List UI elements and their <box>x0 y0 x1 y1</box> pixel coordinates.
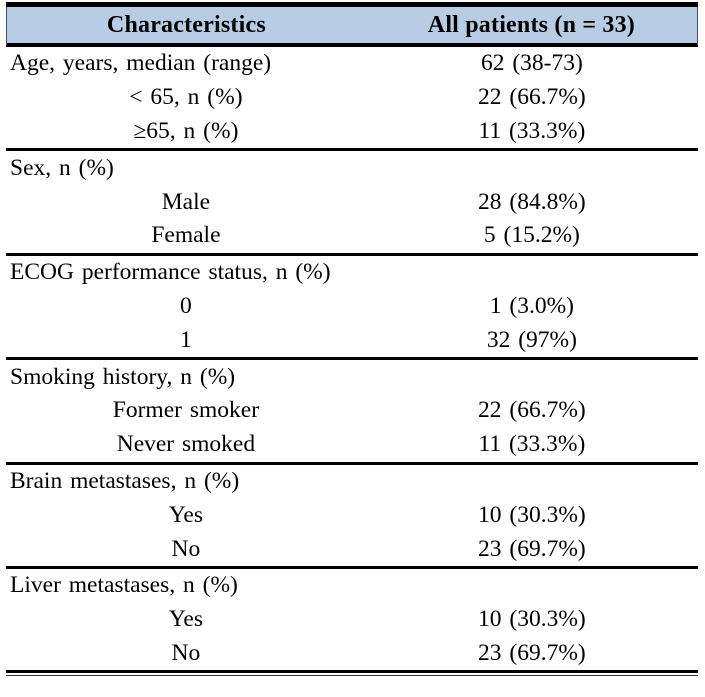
table-row: Never smoked 11 (33.3%) <box>6 428 698 462</box>
row-value: 11 (33.3%) <box>478 431 586 458</box>
row-value: 32 (97%) <box>486 326 577 353</box>
header-cell-all-patients: All patients (n = 33) <box>427 11 635 38</box>
table-row: Sex, n (%) <box>6 151 698 185</box>
row-label: Yes <box>168 606 204 633</box>
table-body: Age, years, median (range) 62 (38-73) < 65… <box>6 47 698 674</box>
characteristics-table: Characteristics All patients (n = 33) Ag… <box>6 2 698 677</box>
table-row: ECOG performance status, n (%) <box>6 256 698 290</box>
table-row: ≥65, n (%) 11 (33.3%) <box>6 115 698 149</box>
header-cell-characteristics: Characteristics <box>106 11 266 38</box>
table-row: Female 5 (15.2%) <box>6 219 698 253</box>
table-row: 1 32 (97%) <box>6 323 698 357</box>
table-row: Smoking history, n (%) <box>6 360 698 394</box>
table-row: Yes 10 (30.3%) <box>6 498 698 532</box>
row-value: 10 (30.3%) <box>478 606 586 633</box>
table-row: Age, years, median (range) 62 (38-73) <box>6 47 698 81</box>
table-section: Sex, n (%) Male 28 (84.8%) Female 5 (15.2%) <box>6 148 698 252</box>
row-value: 1 (3.0%) <box>489 292 575 319</box>
row-label: Male <box>161 188 211 215</box>
table-row: Brain metastases, n (%) <box>6 465 698 499</box>
table-row: No 23 (69.7%) <box>6 532 698 566</box>
row-label: 1 <box>180 326 192 353</box>
table-row: < 65, n (%) 22 (66.7%) <box>6 81 698 115</box>
row-value: 62 (38-73) <box>480 50 583 77</box>
row-label: Smoking history, n (%) <box>10 363 236 390</box>
table-section: Brain metastases, n (%) Yes 10 (30.3%) No 23… <box>6 461 698 566</box>
row-value: 28 (84.8%) <box>478 188 586 215</box>
table-header-row: Characteristics All patients (n = 33) <box>6 7 698 47</box>
table-row: No 23 (69.7%) <box>6 637 698 671</box>
row-value: 22 (66.7%) <box>478 84 586 111</box>
row-label: No <box>171 535 201 562</box>
row-value: 23 (69.7%) <box>478 639 586 666</box>
row-value: 11 (33.3%) <box>478 117 586 144</box>
row-label: Liver metastases, n (%) <box>10 572 238 599</box>
table-section: Liver metastases, n (%) Yes 10 (30.3%) No 23… <box>6 565 698 671</box>
row-label: Former smoker <box>112 397 260 424</box>
table-section: Smoking history, n (%) Former smoker 22 (6… <box>6 357 698 461</box>
row-label: Never smoked <box>116 431 256 458</box>
row-label: Yes <box>168 501 204 528</box>
row-label: ECOG performance status, n (%) <box>10 259 331 286</box>
row-label: 0 <box>180 292 192 319</box>
row-value: 22 (66.7%) <box>478 397 586 424</box>
row-label: < 65, n (%) <box>129 84 243 111</box>
table-row: Yes 10 (30.3%) <box>6 603 698 637</box>
table-row: Former smoker 22 (66.7%) <box>6 394 698 428</box>
row-label: Female <box>151 222 221 249</box>
row-label: ≥65, n (%) <box>133 117 239 144</box>
table-section: Age, years, median (range) 62 (38-73) < 65… <box>6 47 698 148</box>
table-section: ECOG performance status, n (%) 0 1 (3.0%) 1… <box>6 252 698 357</box>
row-label: Brain metastases, n (%) <box>10 467 240 494</box>
table-row: Male 28 (84.8%) <box>6 185 698 219</box>
table-row: 0 1 (3.0%) <box>6 290 698 324</box>
row-label: Age, years, median (range) <box>10 50 272 77</box>
row-label: No <box>171 639 201 666</box>
bottom-thin-rule <box>6 675 698 677</box>
row-label: Sex, n (%) <box>10 154 114 181</box>
row-value: 10 (30.3%) <box>478 501 586 528</box>
row-value: 5 (15.2%) <box>483 222 580 249</box>
table-row: Liver metastases, n (%) <box>6 569 698 603</box>
row-value: 23 (69.7%) <box>478 535 586 562</box>
